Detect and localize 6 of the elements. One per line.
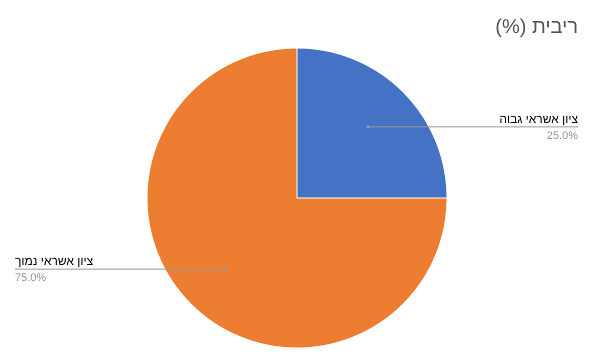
slice-label: ציון אשראי נמוך (15, 254, 94, 268)
chart-title: ריבית (%) (495, 16, 578, 38)
data-label: 75.0% (15, 272, 46, 284)
data-label: 25.0% (546, 130, 578, 142)
pie-slice (146, 48, 448, 348)
slice-label: ציון אשראי גבוה (499, 112, 578, 126)
